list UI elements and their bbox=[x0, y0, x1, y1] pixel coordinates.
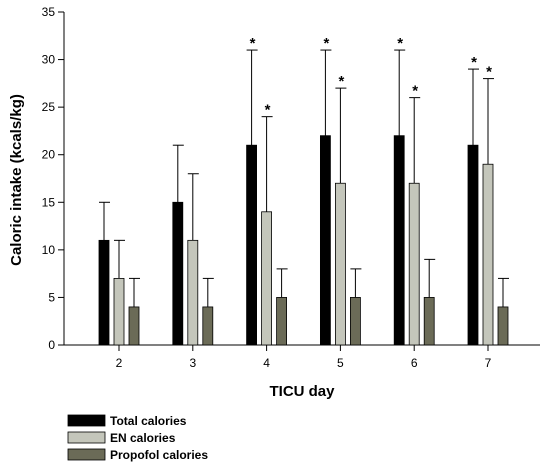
y-tick-label: 25 bbox=[42, 100, 56, 114]
bar-total-calories bbox=[467, 144, 479, 346]
plot-area: 0 5 10 15 20 25 30 35 2 3 4 5 6 7 * * * * * * * * bbox=[42, 5, 540, 370]
significance-markers: * * * * * * * * bbox=[250, 35, 492, 119]
significance-star: * bbox=[265, 102, 271, 119]
y-tick-label: 35 bbox=[42, 5, 56, 19]
significance-star: * bbox=[471, 54, 477, 71]
y-tick-label: 5 bbox=[48, 290, 55, 304]
legend-swatch-propofol-calories bbox=[67, 448, 106, 461]
y-axis-title: Caloric intake (kcals/kg) bbox=[8, 94, 25, 266]
bar-en-calories bbox=[113, 277, 125, 346]
bar-total-calories bbox=[98, 239, 110, 346]
y-tick-label: 20 bbox=[42, 148, 56, 162]
y-tick-label: 10 bbox=[42, 243, 56, 257]
legend-swatch-total-calories bbox=[67, 414, 106, 427]
y-tick-label: 15 bbox=[42, 195, 56, 209]
y-tick-label: 30 bbox=[42, 53, 56, 67]
significance-star: * bbox=[338, 73, 344, 90]
legend-label-propofol-calories: Propofol calories bbox=[110, 448, 208, 462]
bar-en-calories bbox=[334, 182, 346, 346]
bar-propofol-calories bbox=[128, 306, 140, 346]
x-axis-ticks: 2 3 4 5 6 7 bbox=[116, 345, 492, 370]
legend-label-en-calories: EN calories bbox=[110, 431, 176, 445]
x-tick-label: 3 bbox=[189, 356, 196, 370]
bar-total-calories bbox=[393, 135, 405, 346]
bar-propofol-calories bbox=[202, 306, 214, 346]
y-tick-label: 0 bbox=[48, 338, 55, 352]
significance-star: * bbox=[486, 64, 492, 81]
bar-total-calories bbox=[319, 135, 331, 346]
bar-en-calories bbox=[261, 211, 273, 346]
legend: Total calories EN calories Propofol calori… bbox=[67, 414, 208, 462]
y-axis-ticks: 0 5 10 15 20 25 30 35 bbox=[42, 5, 64, 352]
x-tick-label: 4 bbox=[263, 356, 270, 370]
bar-total-calories bbox=[246, 144, 258, 346]
x-axis-title: TICU day bbox=[269, 383, 335, 400]
x-tick-label: 2 bbox=[116, 356, 123, 370]
bar-propofol-calories bbox=[423, 297, 435, 346]
error-bars bbox=[99, 49, 509, 307]
legend-label-total-calories: Total calories bbox=[110, 414, 187, 428]
significance-star: * bbox=[397, 35, 403, 52]
x-tick-label: 7 bbox=[485, 356, 492, 370]
bar-propofol-calories bbox=[497, 306, 509, 346]
bar-total-calories bbox=[172, 201, 184, 346]
bar-marks bbox=[98, 135, 509, 346]
bar-en-calories bbox=[482, 163, 494, 346]
significance-star: * bbox=[250, 35, 256, 52]
bar-en-calories bbox=[408, 182, 420, 346]
significance-star: * bbox=[323, 35, 329, 52]
x-tick-label: 5 bbox=[337, 356, 344, 370]
bar-en-calories bbox=[187, 239, 199, 346]
bar-propofol-calories bbox=[349, 297, 361, 346]
legend-swatch-en-calories bbox=[67, 431, 106, 444]
bar-propofol-calories bbox=[276, 297, 288, 346]
x-tick-label: 6 bbox=[411, 356, 418, 370]
significance-star: * bbox=[412, 83, 418, 100]
